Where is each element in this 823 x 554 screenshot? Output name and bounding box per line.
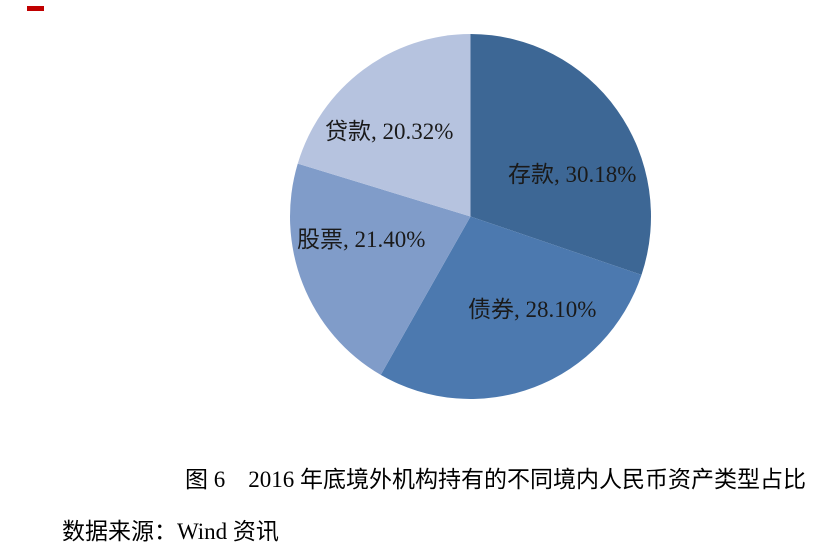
pie-label-stocks: 股票, 21.40% bbox=[297, 227, 426, 252]
pie-slice-3 bbox=[290, 163, 471, 375]
red-annotation-mark bbox=[27, 6, 44, 11]
pie-label-deposits: 存款, 30.18% bbox=[508, 162, 637, 187]
data-source: 数据来源：Wind 资讯 bbox=[62, 519, 279, 544]
pie-slice-1 bbox=[470, 34, 651, 275]
figure-caption: 图 6 2016 年底境外机构持有的不同境内人民币资产类型占比 bbox=[185, 467, 806, 492]
pie-label-loans: 贷款, 20.32% bbox=[325, 119, 454, 144]
pie-label-bonds: 债券, 28.10% bbox=[468, 297, 597, 322]
pie-slice-2 bbox=[380, 216, 642, 399]
pie-slice-4 bbox=[297, 34, 471, 217]
